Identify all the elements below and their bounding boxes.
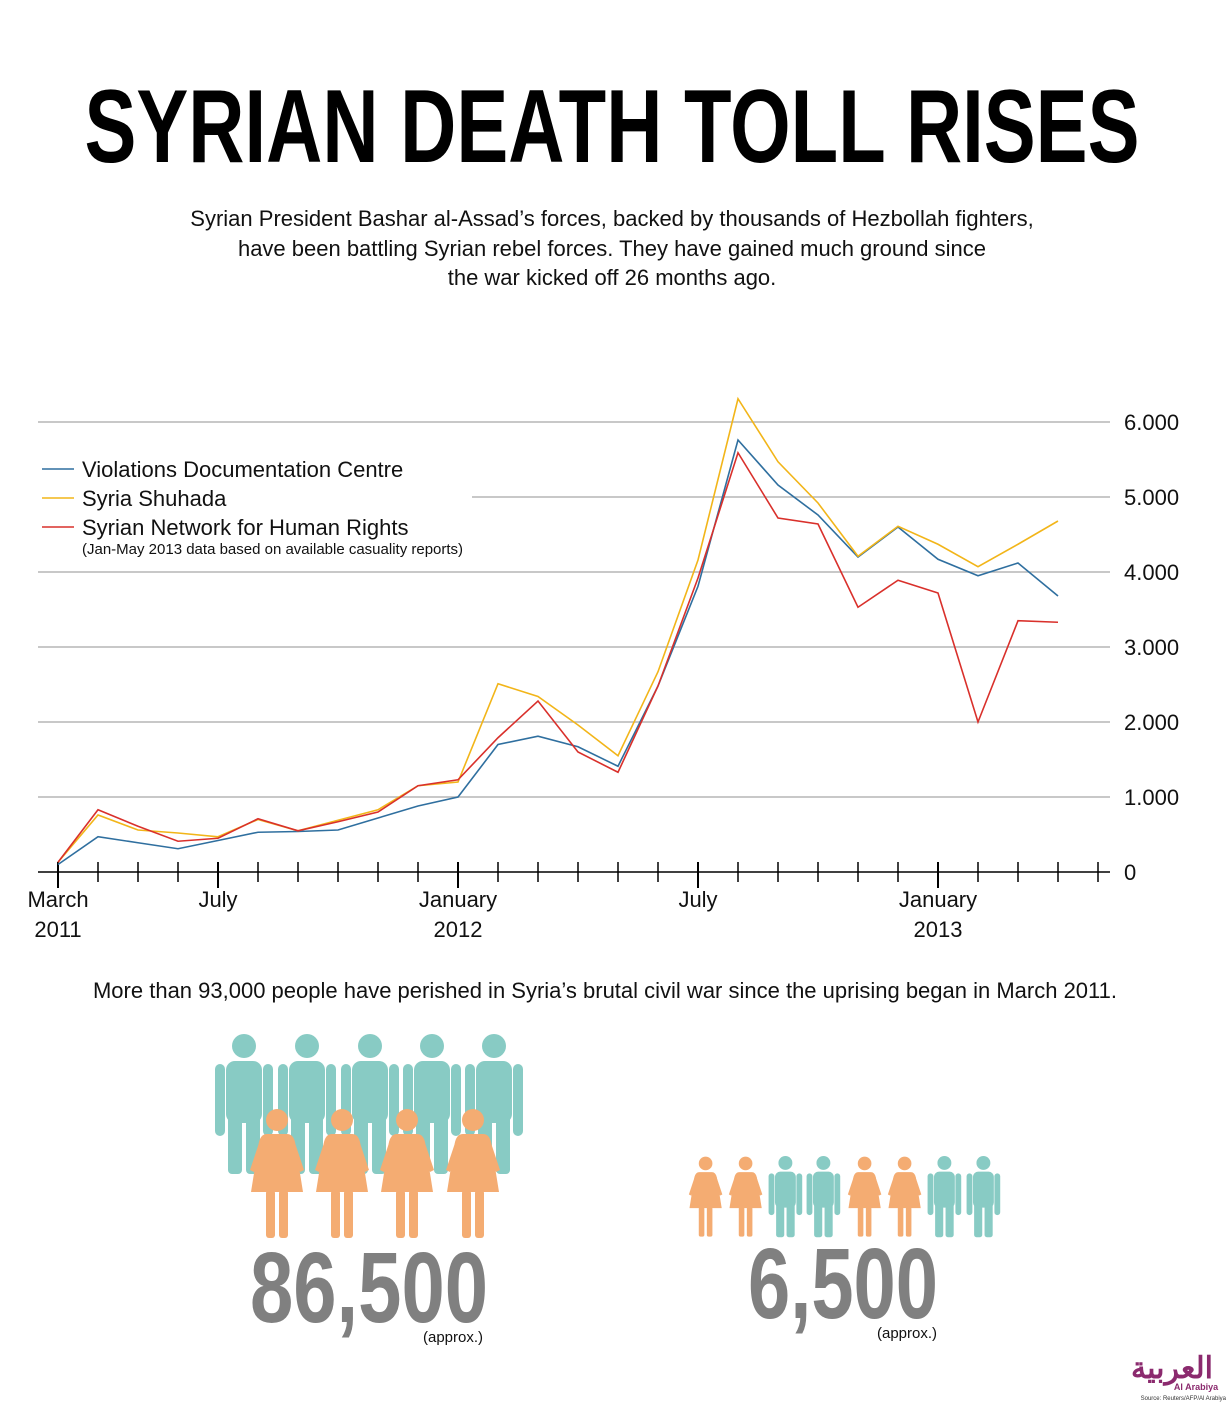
- x-tick-label: July: [678, 887, 718, 912]
- source: Source: Reuters/AFP/Al Arabiya: [1141, 1396, 1227, 1402]
- data-line: [57, 450, 1059, 863]
- y-tick-label: 1.000: [1124, 785, 1179, 810]
- y-tick-label: 5.000: [1124, 485, 1179, 510]
- brand-logo: العربية: [1131, 1352, 1213, 1386]
- y-tick-label: 3.000: [1124, 635, 1179, 660]
- y-tick-label: 6.000: [1124, 410, 1179, 435]
- y-tick-label: 0: [1124, 860, 1136, 885]
- title: SYRIAN DEATH TOLL RISES: [85, 69, 1140, 185]
- y-tick-label: 4.000: [1124, 560, 1179, 585]
- y-tick-label: 2.000: [1124, 710, 1179, 735]
- subtitle: the war kicked off 26 months ago.: [448, 265, 777, 290]
- small-icons: [688, 1156, 1001, 1238]
- x-tick-label: January 2013: [898, 887, 978, 942]
- data-line: [57, 396, 1059, 863]
- stat-note: (approx.): [877, 1325, 937, 1342]
- stat-number: 6,500: [748, 1228, 938, 1340]
- x-tick-label: July: [198, 887, 238, 912]
- legend-label: Violations Documentation Centre: [82, 457, 403, 482]
- legend-note: (Jan-May 2013 data based on available ca…: [82, 541, 463, 558]
- stat-number: 86,500: [250, 1232, 488, 1344]
- x-tick-label: March 2011: [27, 887, 89, 942]
- stat-note: (approx.): [423, 1329, 483, 1346]
- legend-background: [38, 452, 472, 558]
- legend-label: Syrian Network for Human Rights: [82, 515, 408, 540]
- x-tick-label: January 2012: [418, 887, 498, 942]
- brand-name: Al Arabiya: [1174, 1382, 1219, 1392]
- caption: More than 93,000 people have perished in…: [93, 978, 1117, 1003]
- subtitle: have been battling Syrian rebel forces. …: [238, 236, 986, 261]
- legend-label: Syria Shuhada: [82, 486, 227, 511]
- subtitle: Syrian President Bashar al-Assad’s force…: [190, 206, 1033, 231]
